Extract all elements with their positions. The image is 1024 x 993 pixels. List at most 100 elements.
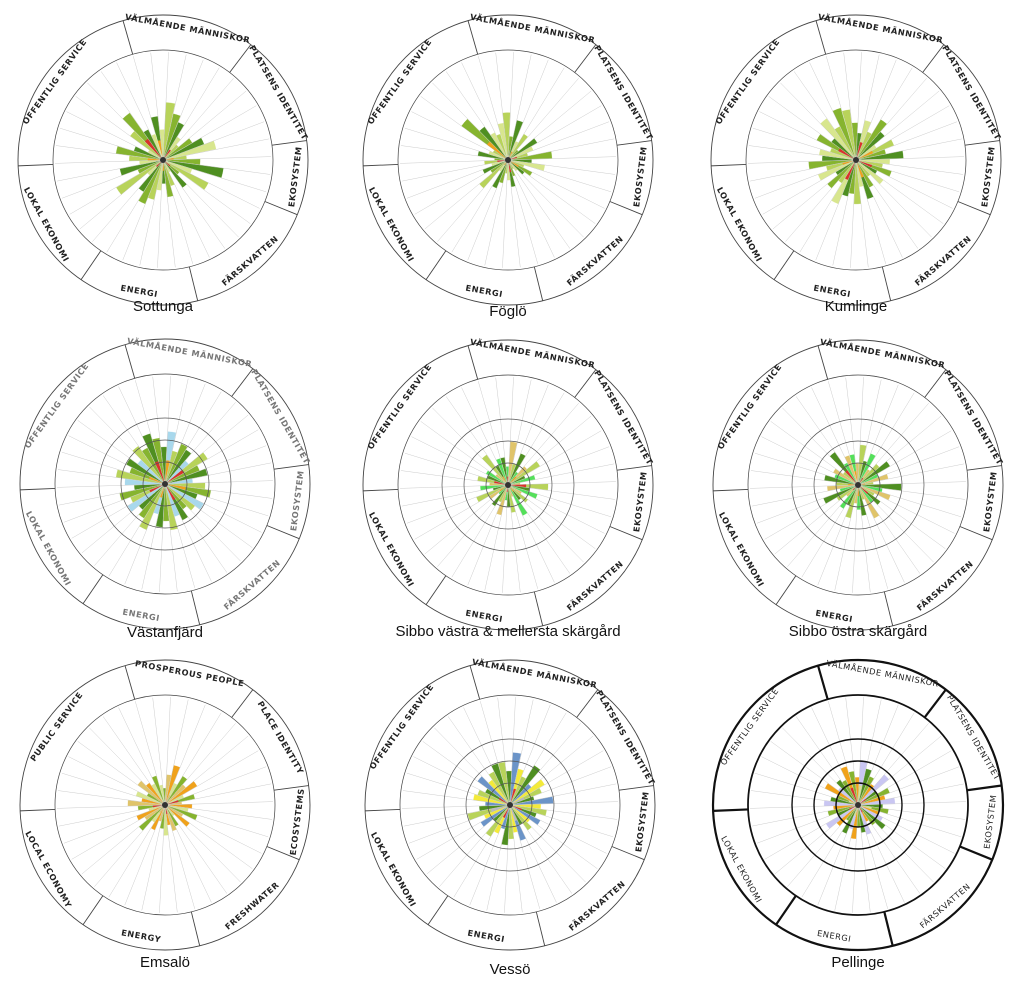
band-ring xyxy=(835,782,881,828)
bar-accent xyxy=(498,797,510,805)
section-divider xyxy=(18,164,54,167)
bar xyxy=(831,138,857,161)
bar-accent xyxy=(508,160,512,173)
bar xyxy=(491,763,511,806)
spoke xyxy=(404,453,509,486)
bar xyxy=(857,484,865,501)
bar xyxy=(502,112,511,161)
spoke xyxy=(828,701,859,806)
spoke xyxy=(852,484,859,593)
section-divider xyxy=(711,164,747,167)
spoke xyxy=(857,704,899,806)
chart-caption: Sibbo östra skärgård xyxy=(788,623,928,640)
spoke xyxy=(507,430,602,486)
bar xyxy=(498,484,509,503)
spoke xyxy=(480,701,511,806)
section-divider xyxy=(229,44,252,73)
section-divider xyxy=(611,846,645,861)
bar xyxy=(832,107,857,161)
bar-accent xyxy=(858,485,869,494)
bar xyxy=(133,483,166,491)
spoke xyxy=(754,773,859,806)
spoke xyxy=(164,804,212,903)
bar xyxy=(836,804,859,827)
spoke xyxy=(164,723,236,806)
outer-ring xyxy=(362,14,654,306)
bar xyxy=(857,484,867,516)
spoke xyxy=(469,804,511,906)
spoke xyxy=(164,804,269,837)
bar xyxy=(164,450,178,485)
bar xyxy=(478,804,511,812)
bar xyxy=(504,484,509,501)
bar xyxy=(507,136,514,161)
bar xyxy=(161,159,166,184)
bar-accent xyxy=(159,805,165,813)
section-divider xyxy=(266,846,300,861)
spoke xyxy=(414,484,509,540)
bar-accent xyxy=(502,805,510,818)
spoke xyxy=(855,90,940,161)
spoke xyxy=(81,483,166,554)
section-divider xyxy=(122,20,134,55)
bar-accent xyxy=(856,142,863,160)
spoke xyxy=(507,484,596,549)
bar-accent xyxy=(508,484,527,488)
spoke xyxy=(61,773,166,806)
spoke xyxy=(416,804,511,860)
bar xyxy=(151,133,164,161)
spoke xyxy=(507,159,538,264)
section-divider xyxy=(616,465,652,471)
bar xyxy=(164,483,212,498)
bar xyxy=(162,159,209,191)
bar xyxy=(509,804,523,825)
bar xyxy=(504,159,509,174)
spoke xyxy=(152,376,166,485)
bar xyxy=(848,159,857,195)
spoke xyxy=(434,727,511,806)
bar-accent xyxy=(845,470,858,485)
bar xyxy=(846,484,859,506)
bar xyxy=(162,158,201,166)
bar xyxy=(857,484,883,493)
section-divider xyxy=(469,665,481,700)
outer-ring xyxy=(711,658,1005,952)
spoke xyxy=(855,138,962,161)
spoke xyxy=(509,735,594,806)
bar xyxy=(507,159,515,170)
bar xyxy=(144,804,166,821)
inner-ring xyxy=(747,694,969,916)
spoke xyxy=(507,446,610,486)
bar xyxy=(837,795,859,806)
section-label: PLATSENS IDENTITET xyxy=(592,43,655,141)
spoke xyxy=(857,484,934,563)
spoke xyxy=(426,804,511,875)
section-divider xyxy=(20,809,56,812)
spoke xyxy=(164,804,227,894)
bar xyxy=(115,469,166,485)
spoke xyxy=(164,483,195,588)
spoke xyxy=(162,159,193,264)
spoke xyxy=(57,469,166,485)
bar xyxy=(485,801,511,806)
bar xyxy=(164,483,180,517)
center-dot xyxy=(505,482,511,488)
band-ring xyxy=(441,418,575,552)
spoke xyxy=(162,159,260,209)
spoke xyxy=(855,121,958,161)
spoke xyxy=(855,52,862,161)
bar xyxy=(489,482,509,486)
spoke xyxy=(857,804,946,869)
spoke xyxy=(811,387,859,486)
bar xyxy=(841,804,859,834)
section-divider xyxy=(363,489,399,492)
spoke xyxy=(422,741,511,806)
band-ring xyxy=(791,738,925,872)
bar xyxy=(823,484,859,504)
bar xyxy=(816,133,857,161)
spoke xyxy=(855,105,950,161)
section-divider xyxy=(966,465,1002,471)
bar xyxy=(833,804,859,811)
